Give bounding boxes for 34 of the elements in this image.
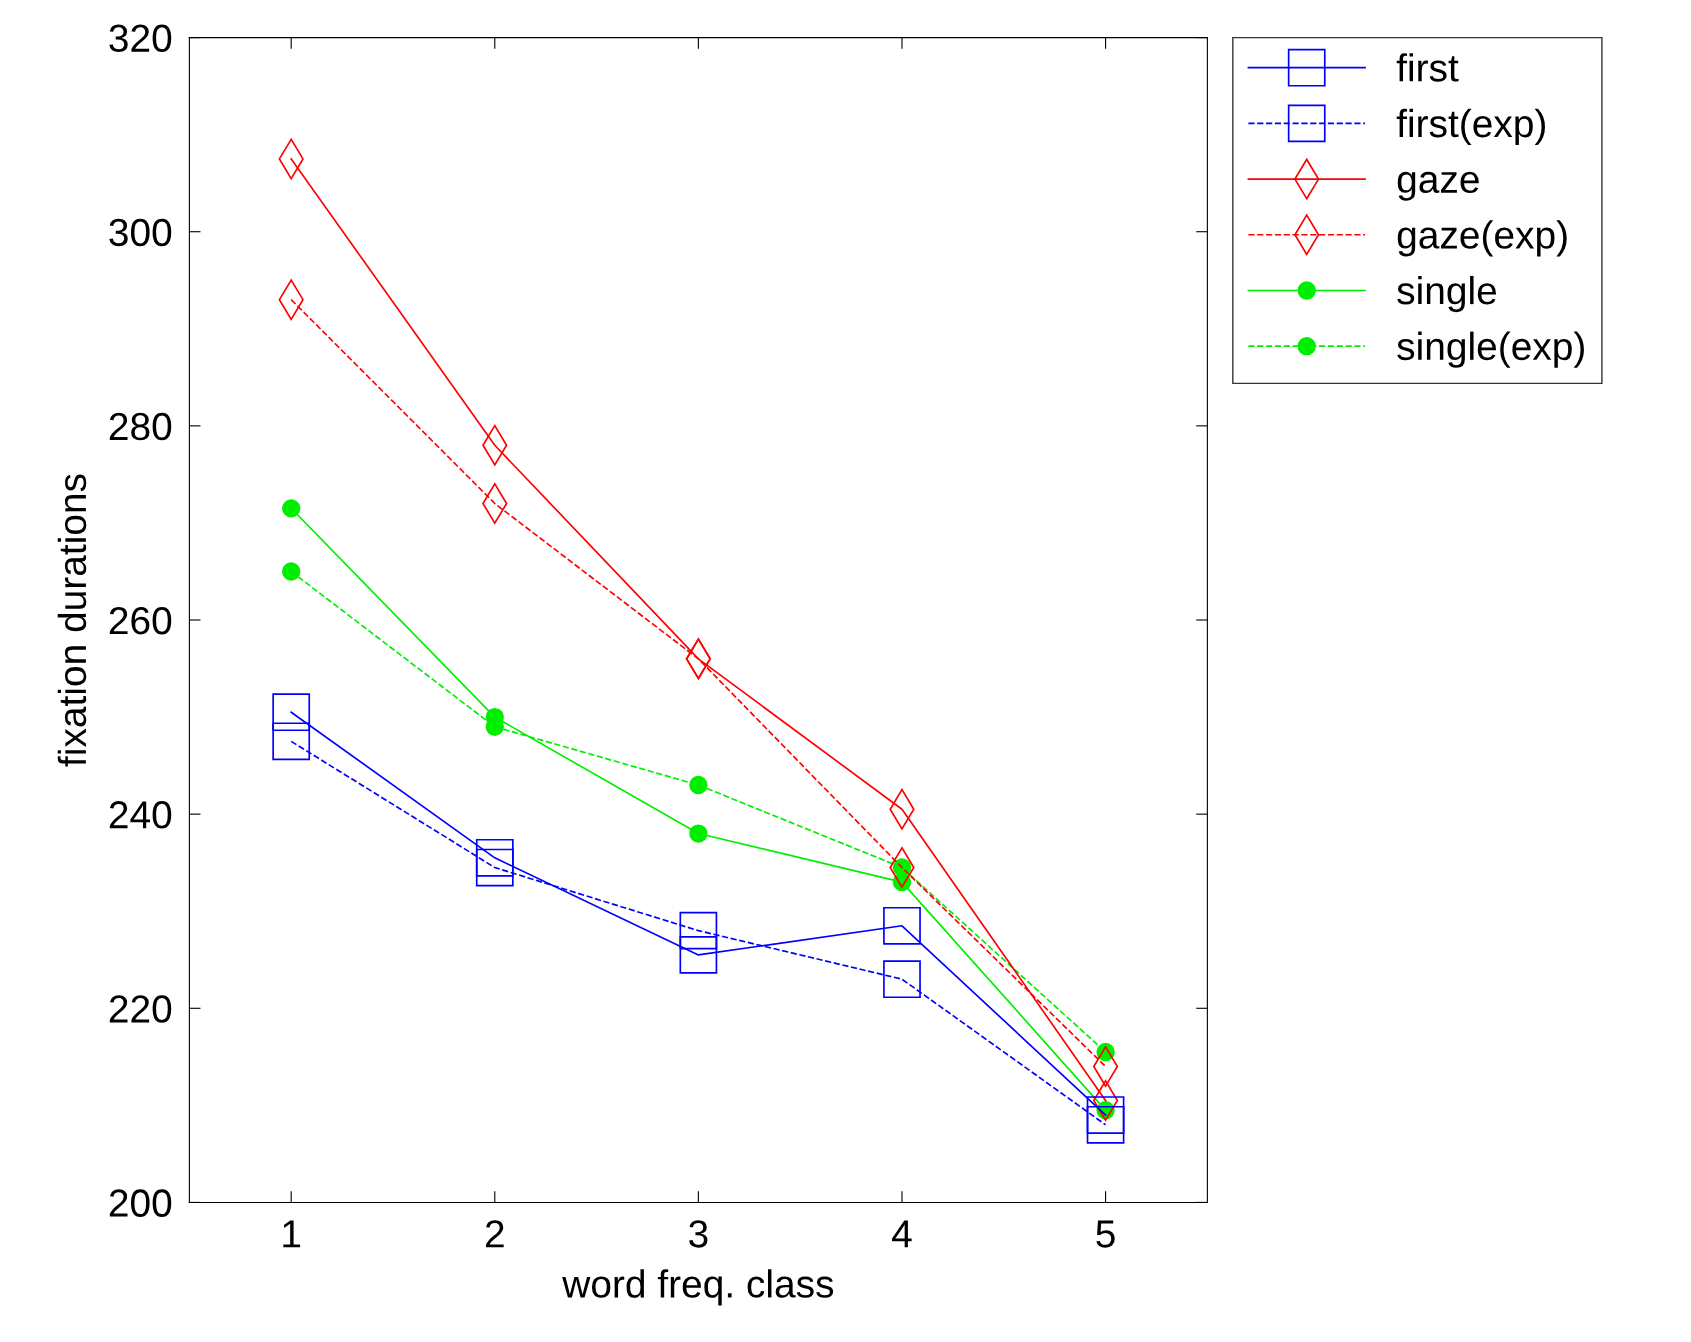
point <box>689 775 708 795</box>
legend-label: single(exp) <box>1397 331 1584 368</box>
point <box>282 499 301 518</box>
legend-label: single <box>1397 275 1497 313</box>
x-tick-label: 4 <box>892 1220 912 1248</box>
y-tick-label: 220 <box>109 995 172 1023</box>
y-tick-label: 200 <box>109 1189 172 1217</box>
point <box>1086 1096 1125 1134</box>
point <box>282 562 301 581</box>
x-axis-title: word freq. class <box>562 1269 834 1306</box>
point <box>1086 1105 1125 1144</box>
legend-label: gaze(exp) <box>1397 220 1567 257</box>
point <box>679 911 718 950</box>
x-tick-label: 1 <box>283 1220 301 1248</box>
point <box>475 848 514 887</box>
point <box>475 838 514 877</box>
y-tick-label: 260 <box>109 606 172 635</box>
point <box>272 722 311 761</box>
point <box>689 824 708 843</box>
y-tick-label: 280 <box>109 412 172 441</box>
point <box>272 693 311 732</box>
x-tick-label: 5 <box>1096 1220 1115 1248</box>
legend-label: first(exp) <box>1396 108 1545 146</box>
point <box>883 906 921 945</box>
point <box>883 960 921 999</box>
x-tick-label: 2 <box>485 1220 504 1248</box>
legend-label: first <box>1396 53 1459 82</box>
point <box>679 936 718 974</box>
y-tick-label: 320 <box>109 24 172 53</box>
y-axis-title: fixation durations <box>57 474 87 767</box>
y-tick-label: 300 <box>109 218 172 247</box>
y-tick-label: 240 <box>109 801 172 829</box>
legend-label: gaze <box>1397 171 1479 201</box>
x-tick-label: 3 <box>689 1220 708 1248</box>
